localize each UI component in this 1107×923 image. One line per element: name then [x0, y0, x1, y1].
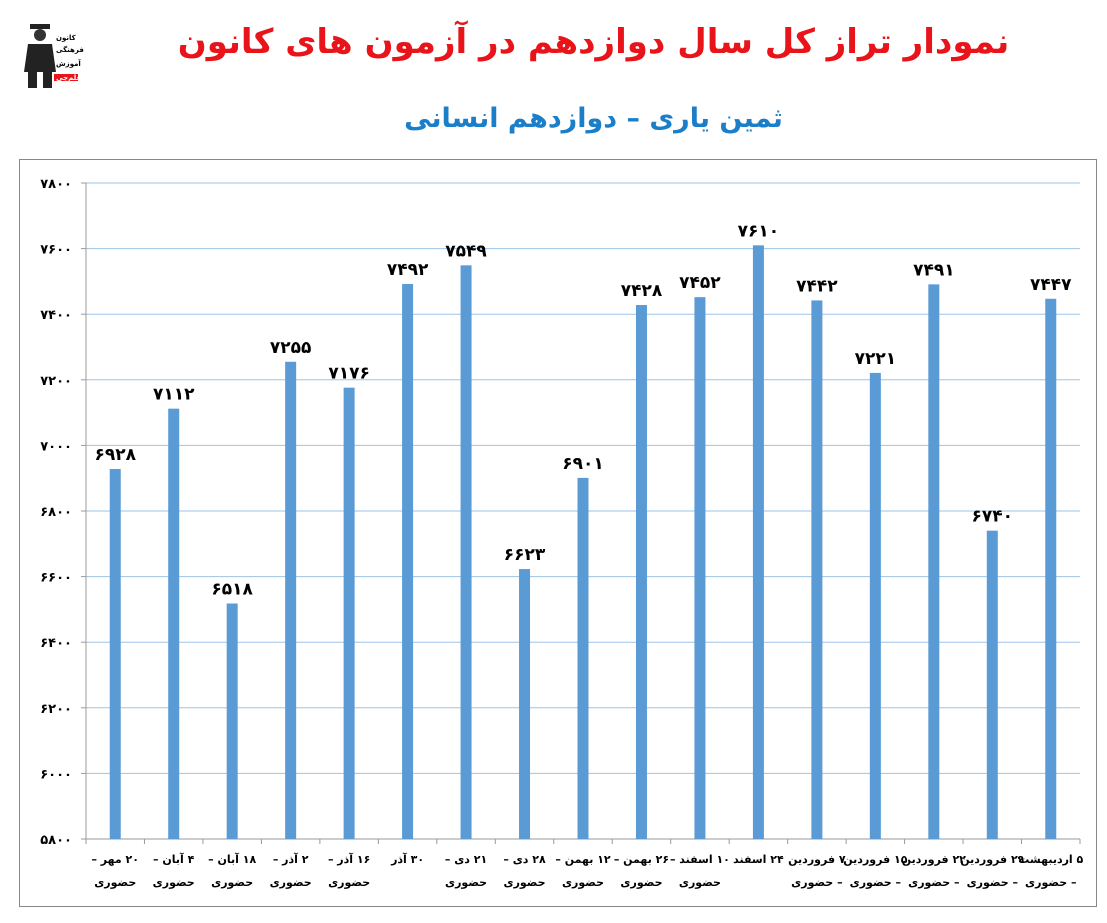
- data-label: ۷۲۵۵: [270, 338, 312, 358]
- x-category-label-line2: حضوری: [679, 876, 721, 889]
- bar: [109, 469, 121, 839]
- bar: [928, 284, 940, 839]
- data-label: ۷۵۴۹: [445, 241, 487, 261]
- data-label: ۷۴۹۲: [387, 260, 429, 280]
- x-category-label-line2: – حضوری: [850, 876, 901, 889]
- x-category-label-line2: حضوری: [328, 876, 370, 889]
- x-category-label-line2: – حضوری: [791, 876, 842, 889]
- bar: [343, 387, 355, 839]
- x-category-label: ۲۸ دی –: [503, 853, 546, 866]
- data-label: ۷۱۷۶: [328, 364, 370, 384]
- data-label: ۷۲۲۱: [855, 349, 897, 369]
- data-label: ۷۴۲۸: [621, 281, 663, 301]
- data-label: ۶۹۲۸: [94, 445, 136, 465]
- bar: [635, 305, 647, 839]
- data-label: ۶۷۴۰: [972, 507, 1014, 527]
- x-category-label-line2: – حضوری: [967, 876, 1018, 889]
- data-label: ۷۴۴۲: [796, 276, 838, 296]
- data-label: ۷۴۹۱: [913, 260, 955, 280]
- chart-subtitle: ثمین یاری – دوازدهم انسانی: [404, 103, 783, 134]
- bar: [402, 284, 414, 839]
- kanoon-logo: کانون فرهنگی آموزش قلم‌چی: [22, 14, 84, 90]
- data-label: ۶۶۲۳: [504, 545, 546, 565]
- bar: [460, 265, 472, 839]
- x-category-label: ۱۸ آبان –: [208, 852, 256, 866]
- x-category-label: ۱۰ اسفند –: [670, 853, 730, 866]
- y-tick-label: ۷۰۰۰: [40, 439, 72, 454]
- bar: [811, 300, 823, 839]
- data-label: ۷۶۱۰: [738, 221, 780, 241]
- bar: [519, 569, 531, 839]
- y-tick-label: ۶۸۰۰: [40, 505, 72, 520]
- y-tick-label: ۶۴۰۰: [40, 636, 72, 651]
- bar: [869, 372, 881, 839]
- bar: [752, 245, 764, 839]
- x-category-label-line2: حضوری: [94, 876, 136, 889]
- x-category-label: ۲۱ دی –: [445, 853, 487, 866]
- y-tick-label: ۶۰۰۰: [40, 767, 72, 782]
- bar: [168, 408, 180, 839]
- x-category-label: ۲۶ بهمن –: [614, 853, 669, 866]
- y-tick-label: ۶۲۰۰: [40, 702, 72, 717]
- x-category-label-line2: حضوری: [562, 876, 604, 889]
- x-category-label: ۲۹ فروردین: [960, 853, 1024, 866]
- x-category-label-line2: – حضوری: [908, 876, 959, 889]
- graduate-figure-icon: [24, 24, 78, 88]
- y-tick-label: ۷۸۰۰: [40, 177, 72, 192]
- y-tick-label: ۷۴۰۰: [40, 308, 72, 323]
- y-tick-label: ۵۸۰۰: [40, 833, 72, 848]
- x-category-label: ۲۲ فروردین: [902, 853, 966, 866]
- x-category-label-line2: حضوری: [620, 876, 662, 889]
- x-category-label: ۵ اردیبهشت: [1018, 853, 1083, 866]
- chart-title: نمودار تراز کل سال دوازدهم در آزمون های …: [177, 22, 1010, 62]
- data-label: ۶۵۱۸: [211, 579, 253, 599]
- bar: [577, 477, 589, 839]
- x-category-label: ۱۲ بهمن –: [555, 853, 611, 866]
- x-category-label: ۷ فروردین: [788, 853, 846, 866]
- data-label: ۷۱۱۲: [153, 385, 195, 405]
- bar: [986, 530, 998, 839]
- chart-frame: [19, 159, 1097, 907]
- x-category-label: ۲۴ اسفند: [733, 853, 784, 866]
- data-label: ۷۴۴۷: [1030, 275, 1072, 295]
- x-category-label-line2: حضوری: [445, 876, 487, 889]
- x-category-label-line2: – حضوری: [1025, 876, 1076, 889]
- y-tick-label: ۷۲۰۰: [40, 374, 72, 389]
- logo-text-3: آموزش: [56, 60, 81, 68]
- bar: [285, 361, 297, 839]
- x-category-label-line2: حضوری: [211, 876, 253, 889]
- y-tick-label: ۷۶۰۰: [40, 243, 72, 258]
- x-category-label-line2: حضوری: [270, 876, 312, 889]
- data-label: ۶۹۰۱: [562, 454, 604, 474]
- x-category-label: ۲ آذر –: [273, 852, 309, 866]
- x-category-label: ۱۵ فروردین: [843, 853, 907, 866]
- x-category-label-line2: حضوری: [503, 876, 545, 889]
- logo-text-4: قلم‌چی: [56, 74, 82, 82]
- bar: [694, 297, 706, 839]
- y-tick-label: ۶۶۰۰: [40, 571, 72, 586]
- logo-text-1: کانون: [56, 34, 76, 42]
- bar: [226, 603, 238, 839]
- x-category-label: ۳۰ آذر: [390, 852, 424, 866]
- x-category-label-line2: حضوری: [153, 876, 195, 889]
- x-category-label: ۲۰ مهر –: [91, 853, 139, 866]
- x-category-label: ۱۶ آذر –: [328, 852, 370, 866]
- data-label: ۷۴۵۲: [679, 273, 721, 293]
- logo-text-2: فرهنگی: [56, 46, 84, 54]
- x-category-label: ۴ آبان –: [153, 852, 195, 866]
- bar: [1045, 298, 1057, 839]
